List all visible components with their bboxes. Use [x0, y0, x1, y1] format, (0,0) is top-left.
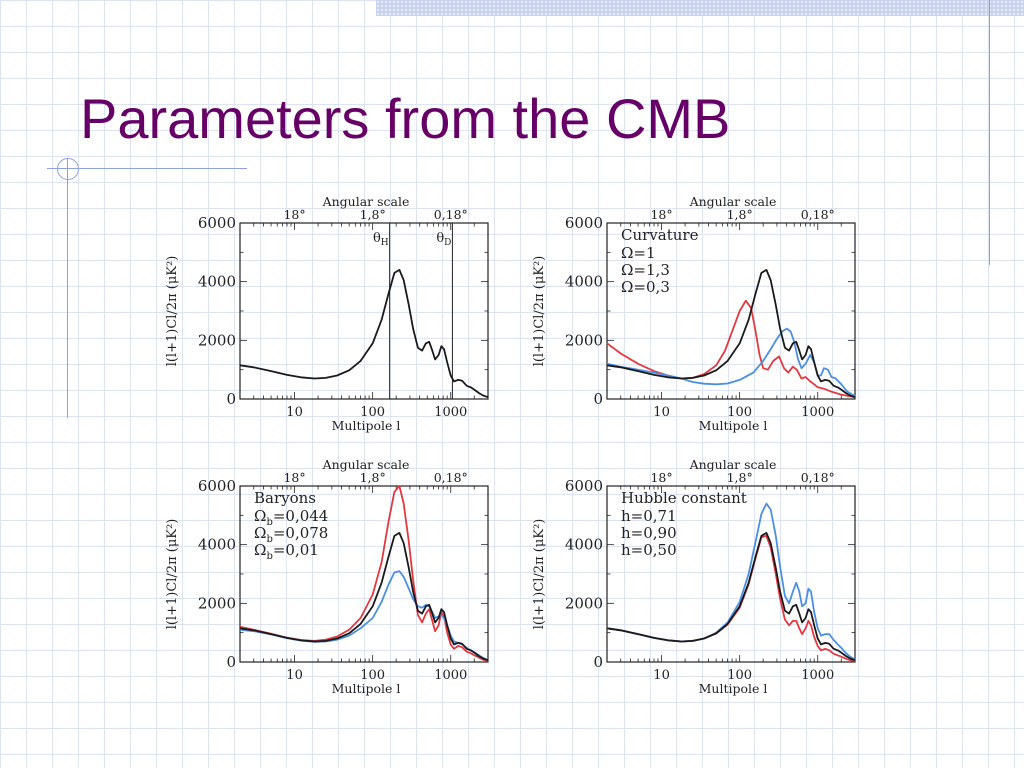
y-tick-label: 0	[593, 390, 603, 408]
y-tick-label: 2000	[198, 331, 236, 349]
y-tick-label: 4000	[198, 536, 236, 554]
series-line-power-spectrum	[239, 269, 489, 399]
y-tick-label: 0	[593, 653, 603, 671]
y-axis-label: l(l+1)Cl/2π (μK²)	[165, 519, 180, 630]
y-axis-label: l(l+1)Cl/2π (μK²)	[165, 256, 180, 367]
legend-entry: Ωb=0,044	[254, 507, 328, 528]
x-tick-label: 1000	[434, 668, 467, 683]
frame-line-left	[67, 158, 68, 418]
y-tick-label: 2000	[198, 594, 236, 612]
frame-line-top	[47, 168, 247, 169]
scale-marker-label: θD	[436, 231, 451, 248]
y-tick-label: 4000	[198, 273, 236, 291]
x-tick-label: 100	[727, 668, 752, 683]
series-line-h-0-71	[606, 532, 856, 662]
legend-entry: h=0,90	[621, 524, 677, 542]
series-line--1	[606, 269, 856, 399]
x-axis-label: Multipole l	[332, 418, 401, 433]
series-line--0-3	[606, 327, 856, 397]
scale-marker-label: θH	[373, 231, 389, 248]
y-tick-label: 6000	[565, 214, 603, 232]
y-tick-label: 2000	[565, 594, 603, 612]
y-tick-label: 6000	[198, 477, 236, 495]
top-tick-label: 1,8°	[727, 470, 753, 485]
series-line--b-0-078	[239, 485, 489, 662]
x-tick-label: 100	[360, 405, 385, 420]
top-tick-label: 18°	[650, 470, 672, 485]
top-tick-label: 18°	[283, 470, 305, 485]
top-tick-label: 1,8°	[360, 207, 386, 222]
chart-panel-top-left: 10 100 1000 0 2000 4000 6000 Multipole l l(l+1)C…	[165, 194, 489, 433]
x-tick-label: 1000	[434, 405, 467, 420]
x-tick-label: 100	[360, 668, 385, 683]
top-axis-label: Angular scale	[322, 194, 410, 209]
top-tick-label: 0,18°	[434, 207, 468, 222]
legend-title: Hubble constant	[621, 489, 747, 507]
y-axis-label: l(l+1)Cl/2π (μK²)	[532, 256, 547, 367]
legend-entry: h=0,50	[621, 541, 677, 559]
top-tick-label: 0,18°	[801, 207, 835, 222]
x-tick-label: 1000	[801, 668, 834, 683]
x-tick-label: 100	[727, 405, 752, 420]
y-tick-label: 4000	[565, 536, 603, 554]
frame-line-right	[989, 0, 990, 265]
top-axis-label: Angular scale	[689, 457, 777, 472]
legend-entry: Ωb=0,01	[254, 541, 319, 562]
top-tick-label: 1,8°	[360, 470, 386, 485]
y-axis-label: l(l+1)Cl/2π (μK²)	[532, 519, 547, 630]
top-tick-label: 0,18°	[434, 470, 468, 485]
series-line--b-0-01	[239, 570, 489, 661]
legend-entry: Ω=0,3	[621, 278, 670, 296]
x-tick-label: 10	[653, 405, 670, 420]
y-tick-label: 4000	[565, 273, 603, 291]
legend-entry: h=0,71	[621, 507, 677, 525]
y-tick-label: 6000	[565, 477, 603, 495]
chart-panel-top-right: 10 100 1000 0 2000 4000 6000 Multipole l l(l+1)C…	[532, 194, 856, 433]
y-tick-label: 6000	[198, 214, 236, 232]
y-tick-label: 2000	[565, 331, 603, 349]
x-axis-label: Multipole l	[699, 418, 768, 433]
legend-entry: Ω=1,3	[621, 261, 670, 279]
x-tick-label: 10	[653, 668, 670, 683]
chart-panel-bottom-right: 10 100 1000 0 2000 4000 6000 Multipole l l(l+1)C…	[532, 457, 856, 696]
top-decorative-band	[376, 0, 1024, 16]
top-tick-label: 1,8°	[727, 207, 753, 222]
series-line--b-0-044	[239, 532, 489, 662]
y-tick-label: 0	[226, 390, 236, 408]
y-tick-label: 0	[226, 653, 236, 671]
x-axis-label: Multipole l	[699, 681, 768, 696]
top-axis-label: Angular scale	[689, 194, 777, 209]
x-tick-label: 10	[286, 668, 303, 683]
top-tick-label: 18°	[650, 207, 672, 222]
legend-entry: Ω=1	[621, 244, 656, 262]
chart-panel-bottom-left: 10 100 1000 0 2000 4000 6000 Multipole l l(l+1)C…	[165, 457, 489, 696]
legend-entry: Ωb=0,078	[254, 524, 328, 545]
legend-title: Baryons	[254, 489, 316, 507]
crosshair-ornament	[57, 158, 79, 180]
top-axis-label: Angular scale	[322, 457, 410, 472]
x-axis-label: Multipole l	[332, 681, 401, 696]
top-tick-label: 18°	[283, 207, 305, 222]
top-tick-label: 0,18°	[801, 470, 835, 485]
x-tick-label: 10	[286, 405, 303, 420]
x-tick-label: 1000	[801, 405, 834, 420]
legend-title: Curvature	[621, 226, 699, 244]
slide-title: Parameters from the CMB	[80, 87, 731, 150]
